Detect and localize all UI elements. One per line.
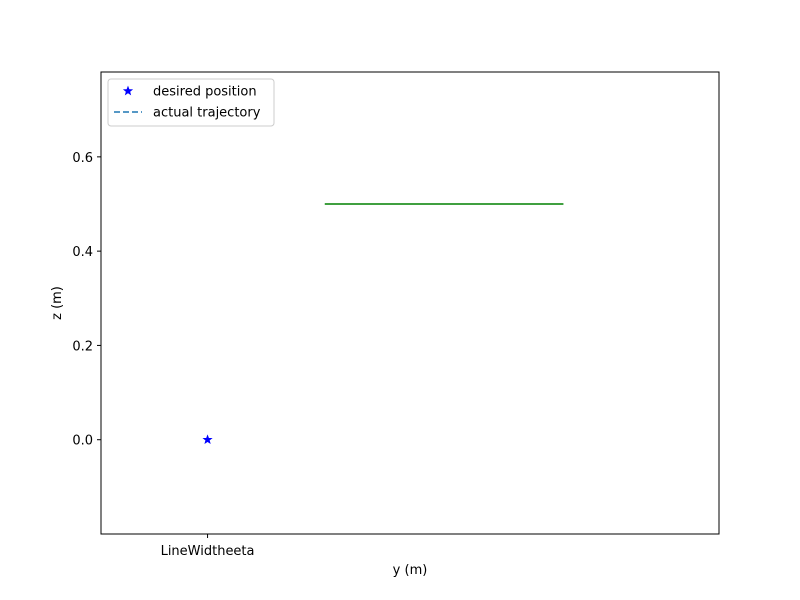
y-tick-label: 0.6 [72,151,93,166]
plot-area [100,71,720,535]
x-axis: LineWidtheeta [161,534,255,559]
desired-position-marker [202,434,213,445]
y-tick-label: 0.4 [72,245,93,260]
y-tick-label: 0.0 [72,434,93,449]
y-tick-label: 0.2 [72,339,93,354]
legend-label: desired position [153,85,257,100]
series-layer [202,203,564,445]
y-axis: 0.0 0.2 0.4 0.6 [72,151,101,449]
legend-box [107,78,275,127]
x-axis-label: y (m) [393,563,428,578]
legend-star-marker [122,85,134,96]
y-axis-label: z (m) [50,286,65,320]
legend-label: actual trajectory [153,106,261,121]
legend: desired position actual trajectory [107,78,275,127]
x-tick-label: LineWidtheeta [161,544,255,559]
